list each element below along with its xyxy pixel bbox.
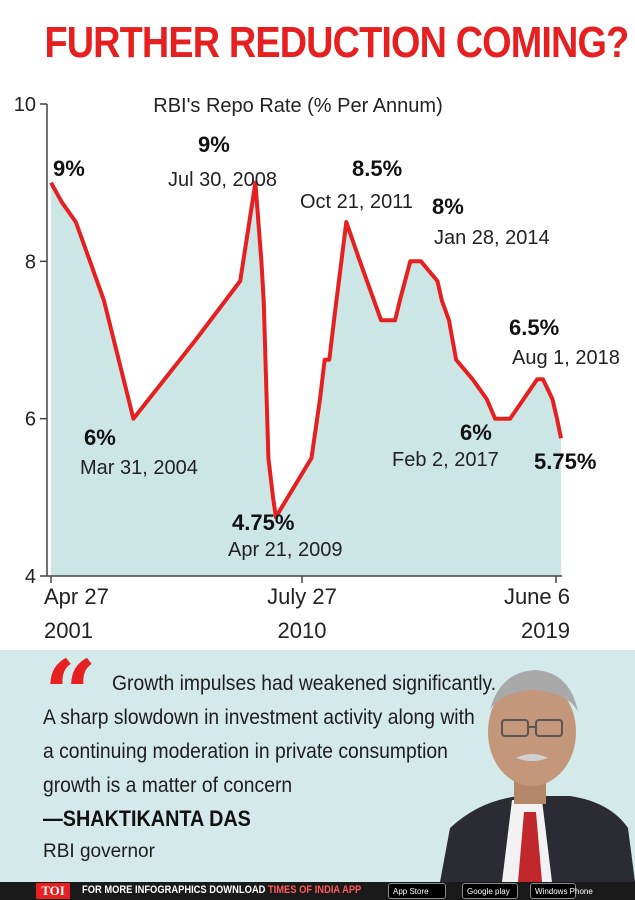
annotation-value: 6%	[84, 425, 116, 450]
annotation-date: Oct 21, 2011	[300, 191, 413, 213]
chart-title: RBI's Repo Rate (% Per Annum)	[153, 95, 443, 117]
x-tick-label: July 27	[267, 584, 337, 609]
annotation-value: 8%	[432, 194, 464, 219]
annotation-value: 9%	[53, 156, 85, 181]
speaker-name: —SHAKTIKANTA DAS	[43, 806, 251, 831]
speaker-role: RBI governor	[43, 841, 155, 862]
annotation-value: 9%	[198, 132, 230, 157]
quote-line-1: Growth impulses had weakened significant…	[112, 672, 497, 695]
repo-rate-chart: 4 6 8 10 Apr 27 2001 July 27 2010 June 6 2019 9% 6…	[14, 94, 620, 643]
quote-line-3: a continuing moderation in private consu…	[43, 740, 448, 763]
series-area	[51, 182, 561, 576]
annotation-value: 5.75%	[534, 449, 596, 474]
google-play-badge[interactable]: Google play	[462, 883, 518, 899]
headline: FURTHER REDUCTION COMING?	[44, 18, 629, 67]
annotation-value: 4.75%	[232, 510, 294, 535]
x-tick-label-year: 2010	[278, 618, 327, 643]
annotation-date: Jul 30, 2008	[168, 169, 277, 191]
y-tick-label: 4	[25, 566, 36, 588]
app-store-badge[interactable]: App Store	[388, 883, 446, 899]
annotation-date: Aug 1, 2018	[512, 347, 620, 369]
footer-app-name[interactable]: TIMES OF INDIA APP	[267, 884, 362, 896]
annotation-date: Jan 28, 2014	[434, 227, 550, 249]
annotation-date: Apr 21, 2009	[228, 539, 343, 561]
x-tick-label: June 6	[504, 584, 570, 609]
quote-line-2: A sharp slowdown in investment activity …	[43, 706, 475, 729]
annotation-value: 6%	[460, 420, 492, 445]
x-tick-label-year: 2019	[521, 618, 570, 643]
quote-mark-icon: “	[44, 640, 97, 748]
annotation-value: 8.5%	[352, 156, 402, 181]
y-tick-label: 6	[25, 409, 36, 431]
footer-text: FOR MORE INFOGRAPHICS DOWNLOAD TIMES OF …	[82, 884, 361, 896]
x-tick-label: Apr 27	[44, 584, 109, 609]
governor-portrait	[440, 670, 635, 882]
annotation-value: 6.5%	[509, 315, 559, 340]
y-tick-label: 8	[25, 251, 36, 273]
quote-line-4: growth is a matter of concern	[43, 774, 293, 797]
annotation-date: Feb 2, 2017	[392, 449, 499, 471]
toi-logo: TOI	[36, 883, 70, 899]
x-tick-label-year: 2001	[44, 618, 93, 643]
series-line	[49, 180, 563, 519]
annotation-date: Mar 31, 2004	[80, 457, 198, 479]
windows-phone-badge[interactable]: Windows Phone	[530, 883, 593, 899]
y-tick-label: 10	[14, 94, 36, 116]
footer-prefix: FOR MORE INFOGRAPHICS DOWNLOAD	[82, 884, 268, 896]
